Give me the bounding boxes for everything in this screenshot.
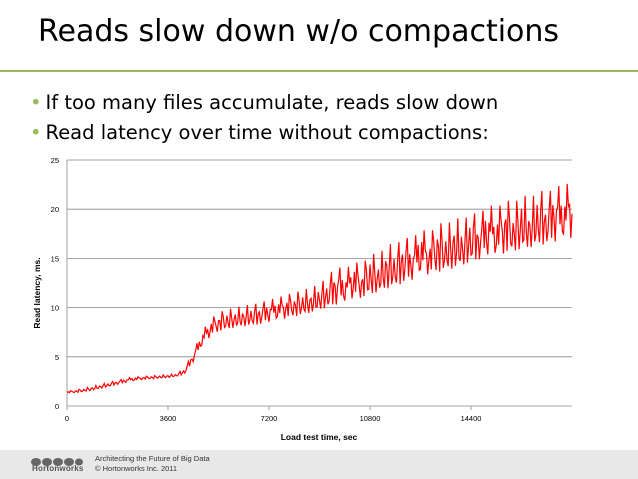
x-tick-label: 3600 <box>160 414 177 423</box>
hortonworks-logo <box>30 454 84 476</box>
bullet-text: Read latency over time without compactio… <box>45 121 489 144</box>
chart-grid <box>66 159 572 407</box>
y-tick-label: 0 <box>55 402 59 411</box>
y-axis-label: Read latency, ms. <box>32 257 42 328</box>
x-tick-label: 14400 <box>461 414 482 423</box>
x-tick-label: 7200 <box>261 414 278 423</box>
x-axis-label: Load test time, sec <box>281 432 358 442</box>
footer-text: Architecting the Future of Big Data © Ho… <box>95 454 210 474</box>
bullet-list: • If too many files accumulate, reads slo… <box>30 88 498 148</box>
footer-line-1: Architecting the Future of Big Data <box>95 454 210 463</box>
x-tick-label: 10800 <box>360 414 381 423</box>
x-tick-label: 0 <box>65 414 69 423</box>
y-tick-label: 5 <box>55 353 59 362</box>
title-divider <box>0 70 638 72</box>
y-tick-labels: 0 5 10 15 20 25 <box>51 156 59 411</box>
bullet-dot-icon: • <box>30 91 42 114</box>
bullet-text: If too many files accumulate, reads slow… <box>45 91 499 114</box>
y-tick-label: 15 <box>51 254 59 263</box>
chart-svg: 0 5 10 15 20 25 0 3600 7200 10800 14400 Read late… <box>32 156 573 442</box>
bullet-item: • If too many files accumulate, reads slo… <box>30 88 498 118</box>
bullet-dot-icon: • <box>30 121 42 144</box>
series-line <box>66 183 573 394</box>
x-tick-labels: 0 3600 7200 10800 14400 <box>65 406 482 423</box>
latency-chart: 0 5 10 15 20 25 0 3600 7200 10800 14400 Read late… <box>0 150 638 450</box>
y-tick-label: 10 <box>51 304 59 313</box>
y-tick-label: 20 <box>51 205 59 214</box>
y-tick-label: 25 <box>51 156 59 165</box>
footer-line-2: © Hortonworks Inc. 2011 <box>95 464 178 473</box>
footer-band <box>0 450 638 479</box>
slide-title: Reads slow down w/o compactions <box>38 14 560 49</box>
elephant-herd-icon <box>31 458 83 466</box>
bullet-item: • Read latency over time without compacti… <box>30 118 498 148</box>
logo-text: Hortonworks <box>32 464 84 473</box>
